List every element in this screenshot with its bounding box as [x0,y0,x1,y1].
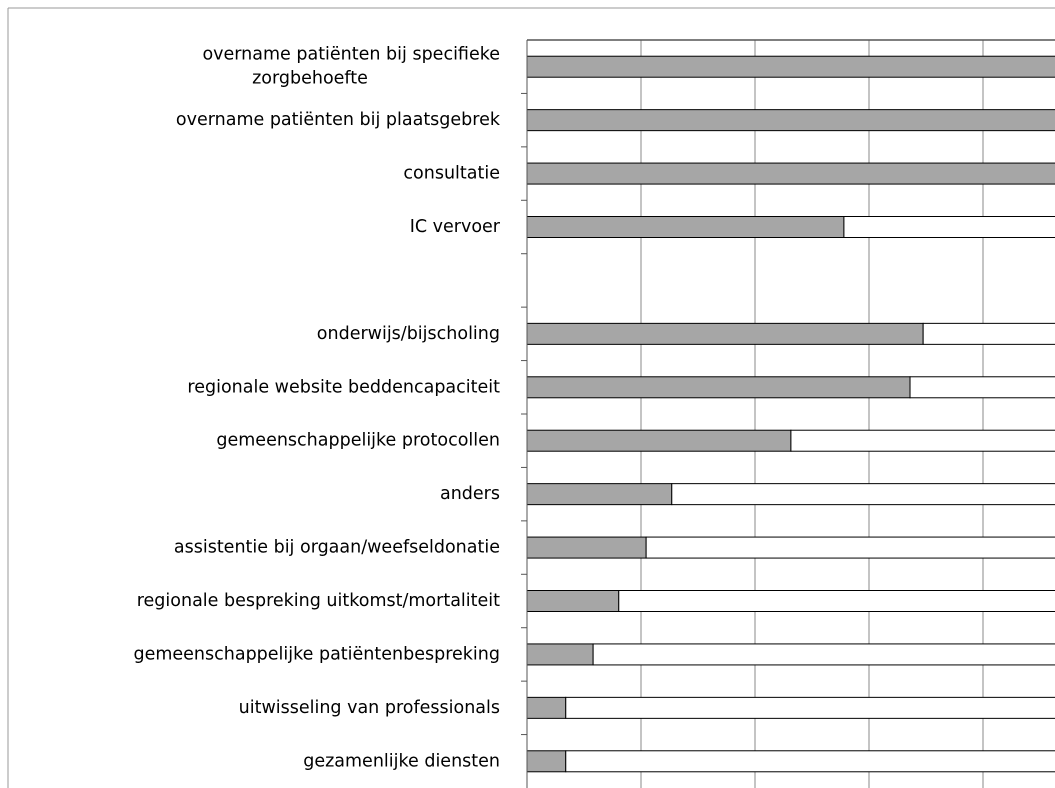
y-tick-label: overname patiënten bij plaatsgebrek [176,110,501,130]
bar-segment [671,483,1055,506]
bar-segment [526,429,792,452]
bar-segment [592,643,1055,666]
bar-segment [526,162,1055,185]
y-tick-label: overname patiënten bij specifieke zorgbeh… [202,45,500,89]
y-tick-label: IC vervoer [410,217,501,237]
bar-segment [526,55,1055,78]
bar-segment [526,376,911,399]
y-tick-label: uitwisseling van professionals [239,698,500,718]
bar-segment [565,750,1055,773]
bar-segment [526,216,845,238]
bar-segment [526,483,673,506]
bar-segment [909,376,1055,399]
y-tick-label: anders [440,484,500,504]
bar-segment [526,109,1055,132]
bar-segment [618,590,1055,612]
bar-segment [526,322,924,345]
bar-segment [645,536,1055,559]
bar-segment [843,216,1055,238]
bar-segment [526,750,567,773]
bar-segment [565,696,1055,719]
y-tick-label: gemeenschappelijke protocollen [216,431,500,451]
y-tick-label: gezamenlijke diensten [303,751,500,771]
bar-segment [526,643,594,666]
y-tick-label: regionale bespreking uitkomst/mortalitei… [137,591,500,611]
bar-segment [922,322,1055,345]
bar-segment [526,536,647,559]
y-tick-label: gemeenschappelijke patiëntenbespreking [133,644,500,664]
y-tick-label: regionale website beddencapaciteit [187,377,500,397]
y-tick-label: assistentie bij orgaan/weefseldonatie [174,538,500,558]
y-tick-label: onderwijs/bijscholing [317,324,500,344]
bar-segment [526,696,567,719]
bar-segment [790,429,1055,452]
y-tick-label: consultatie [403,164,500,184]
bar-segment [526,590,620,612]
